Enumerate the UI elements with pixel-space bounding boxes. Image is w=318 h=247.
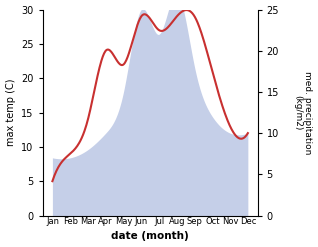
X-axis label: date (month): date (month) <box>111 231 189 242</box>
Y-axis label: max temp (C): max temp (C) <box>5 79 16 146</box>
Y-axis label: med. precipitation
(kg/m2): med. precipitation (kg/m2) <box>293 71 313 154</box>
